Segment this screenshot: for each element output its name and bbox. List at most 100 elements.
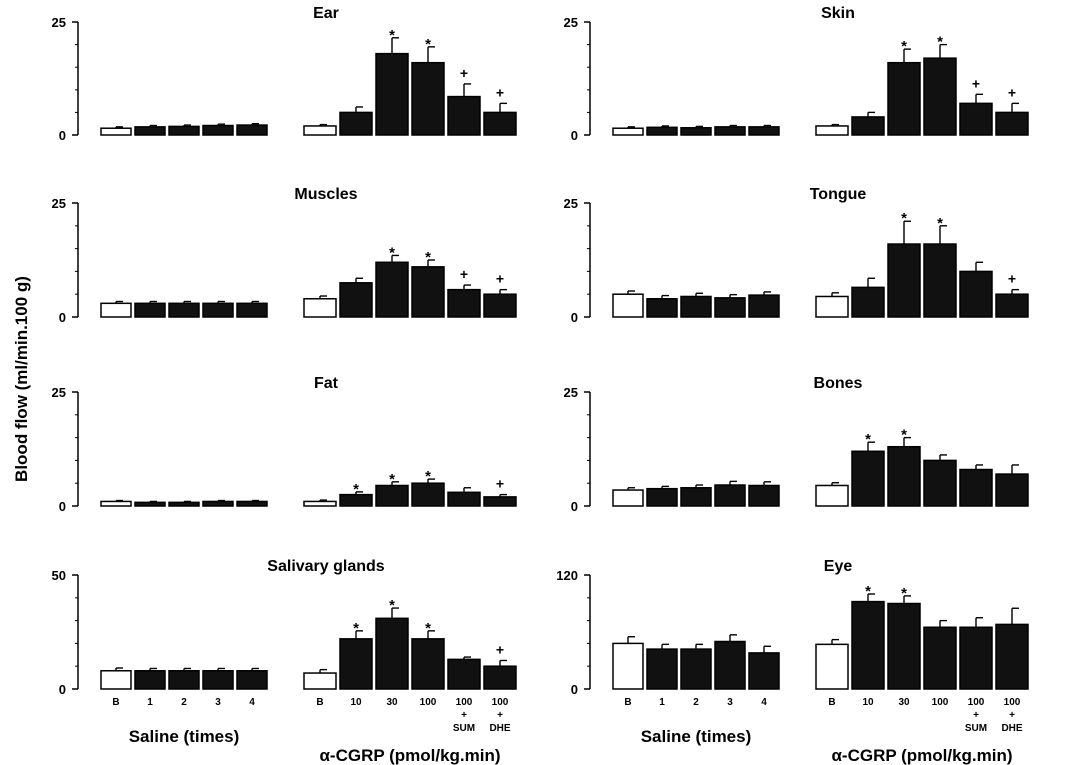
cgrp-bar: [483, 665, 517, 690]
group-label-saline: Saline (times): [129, 727, 240, 746]
saline-bar: [168, 125, 200, 136]
cgrp-bar: [447, 491, 481, 507]
saline-bar: [134, 126, 166, 136]
x-tick-label: B: [624, 697, 631, 708]
x-tick-label: +: [497, 710, 503, 721]
cgrp-bar: [959, 102, 993, 136]
saline-bar: [612, 293, 644, 318]
saline-bar: [100, 302, 132, 318]
saline-bar: [714, 126, 746, 136]
significance-mark: *: [425, 249, 431, 266]
x-tick-label: 2: [693, 697, 699, 708]
saline-bar: [236, 670, 268, 690]
cgrp-bar: [375, 617, 409, 690]
cgrp-bar: [411, 482, 445, 507]
saline-bar: [646, 648, 678, 690]
cgrp-bar: [483, 111, 517, 136]
saline-bar: [134, 302, 166, 318]
cgrp-bar: [447, 658, 481, 690]
x-tick-label: B: [828, 697, 835, 708]
significance-mark: *: [865, 431, 871, 448]
cgrp-bar: [851, 600, 885, 690]
cgrp-bar: [411, 266, 445, 318]
y-tick-label: 25: [52, 385, 66, 400]
significance-mark: *: [389, 471, 395, 488]
cgrp-bar: [375, 52, 409, 136]
significance-mark: *: [353, 481, 359, 498]
significance-mark: +: [1008, 271, 1016, 287]
x-tick-label: DHE: [1001, 723, 1022, 734]
panel-title: Eye: [824, 558, 853, 575]
significance-mark: *: [901, 38, 907, 55]
cgrp-bar: [303, 672, 337, 690]
significance-mark: +: [1008, 84, 1016, 100]
significance-mark: *: [425, 620, 431, 637]
saline-bar: [714, 484, 746, 507]
x-tick-label: 4: [761, 697, 767, 708]
saline-bar: [748, 484, 780, 507]
significance-mark: *: [937, 34, 943, 51]
saline-bar: [202, 500, 234, 507]
cgrp-bar: [815, 125, 849, 136]
cgrp-bar: [303, 500, 337, 507]
cgrp-bar: [995, 111, 1029, 136]
significance-mark: *: [353, 620, 359, 637]
y-tick-label: 25: [564, 385, 578, 400]
saline-bar: [646, 487, 678, 507]
panel-salivary-glands: 0 50 Salivary glands * * * + B 1 2 3 4 B 10 30 100 100 + S…: [52, 558, 517, 765]
significance-mark: +: [496, 271, 504, 287]
cgrp-bar: [887, 602, 921, 690]
saline-bar: [612, 127, 644, 136]
panel-title: Bones: [814, 375, 863, 392]
saline-bar: [134, 670, 166, 690]
x-tick-label: B: [316, 697, 323, 708]
y-tick-label: 0: [571, 499, 578, 514]
x-tick-label: 100: [456, 697, 473, 708]
group-label-cgrp: α-CGRP (pmol/kg.min): [831, 746, 1012, 765]
significance-mark: +: [496, 476, 504, 492]
x-tick-label: 2: [181, 697, 187, 708]
significance-mark: +: [496, 84, 504, 100]
x-tick-label: 10: [350, 697, 362, 708]
saline-bar: [100, 127, 132, 136]
significance-mark: +: [460, 65, 468, 81]
saline-bar: [168, 670, 200, 690]
significance-mark: *: [425, 468, 431, 485]
saline-bar: [202, 124, 234, 136]
x-tick-label: 100: [932, 697, 949, 708]
y-tick-label: 25: [564, 196, 578, 211]
panel-skin: 0 25 Skin * * + +: [564, 5, 1029, 143]
x-tick-label: B: [112, 697, 119, 708]
cgrp-bar: [887, 243, 921, 318]
cgrp-bar: [483, 496, 517, 507]
saline-bar: [612, 642, 644, 690]
y-tick-label: 25: [564, 15, 578, 30]
significance-mark: *: [901, 210, 907, 227]
x-tick-label: 4: [249, 697, 255, 708]
y-tick-label: 120: [556, 568, 578, 583]
x-tick-label: +: [1009, 710, 1015, 721]
cgrp-bar: [303, 125, 337, 136]
cgrp-bar: [995, 293, 1029, 318]
significance-mark: *: [865, 583, 871, 600]
panel-title: Muscles: [294, 186, 357, 203]
panel-title: Fat: [314, 375, 339, 392]
saline-bar: [714, 640, 746, 690]
panel-title: Tongue: [810, 186, 867, 203]
cgrp-bar: [887, 61, 921, 136]
saline-bar: [680, 648, 712, 690]
saline-bar: [236, 302, 268, 318]
significance-mark: +: [460, 266, 468, 282]
cgrp-bar: [483, 293, 517, 318]
cgrp-bar: [339, 638, 373, 690]
cgrp-bar: [851, 116, 885, 136]
x-tick-label: 30: [386, 697, 398, 708]
saline-bar: [236, 500, 268, 507]
cgrp-bar: [815, 295, 849, 318]
cgrp-bar: [923, 243, 957, 318]
y-tick-label: 0: [571, 682, 578, 697]
panel-eye: 0 120 Eye * * B 1 2 3 4 B 10 30 100 100 + SUM 100 + DHE Sali…: [556, 558, 1029, 765]
cgrp-bar: [923, 459, 957, 507]
cgrp-bar: [923, 57, 957, 136]
